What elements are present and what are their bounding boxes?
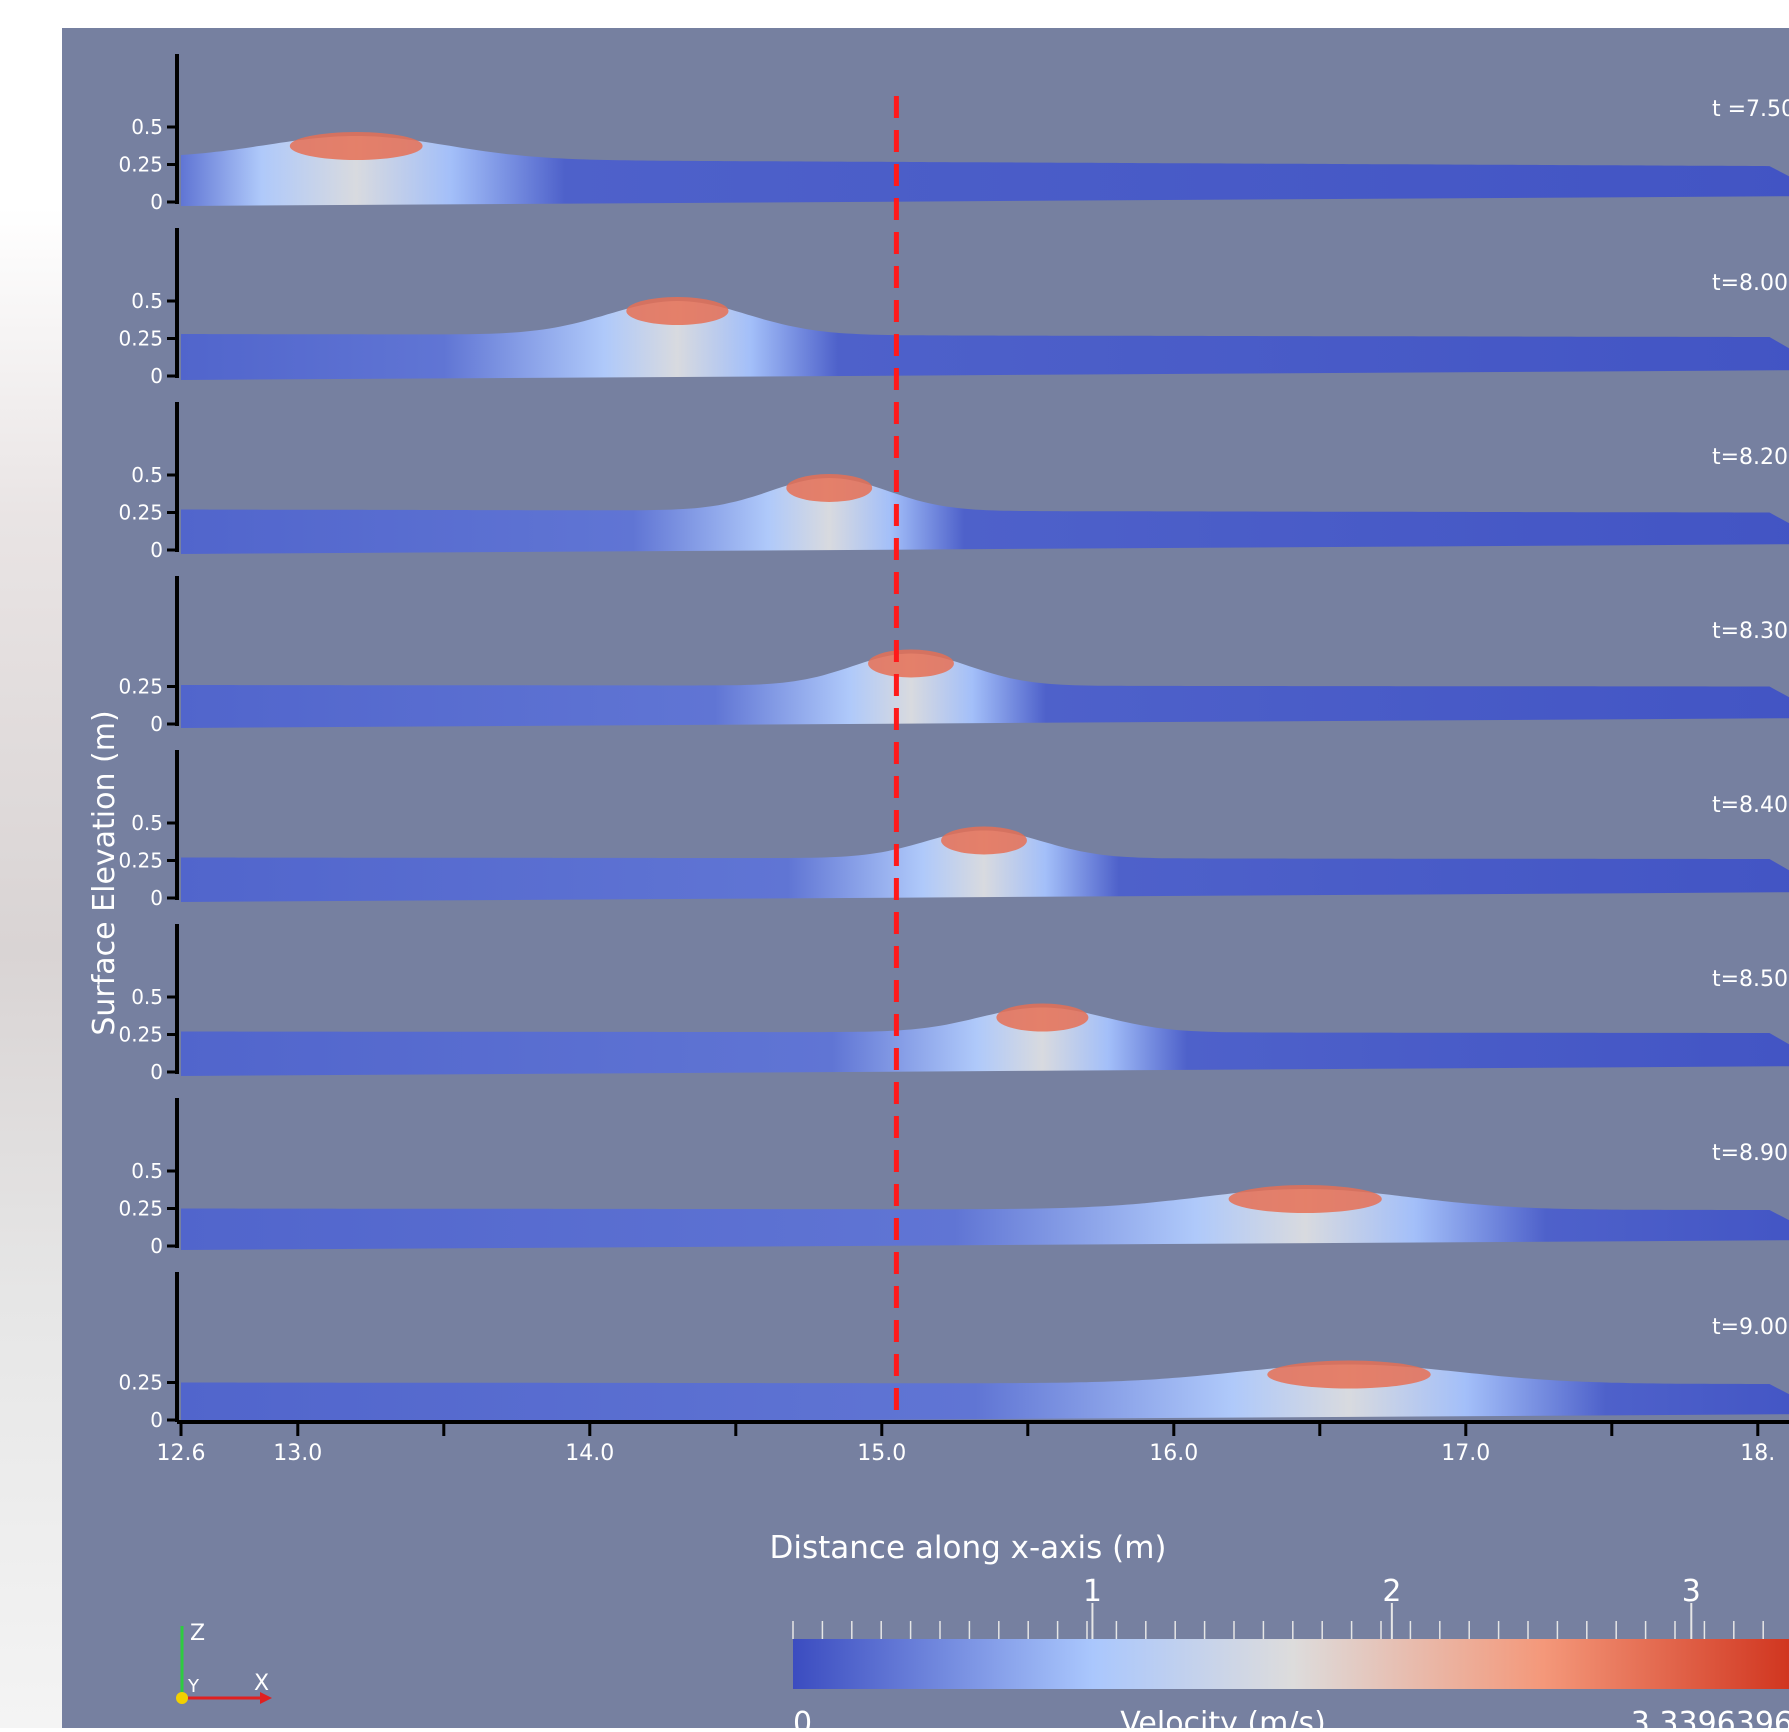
colorbar-max-label: 3.3396396 <box>1631 1706 1789 1728</box>
wave-body <box>181 653 1789 728</box>
wave-panel: 0.25 0 t=8.30 <box>118 576 1789 736</box>
background-left-strip <box>0 0 62 1728</box>
wave-crest <box>1228 1185 1382 1213</box>
x-tick-label: 13.0 <box>273 1441 322 1466</box>
wave-panels: 0.5 0.25 0 t =7.50 0.5 0.25 0 t=8.00 0.5 0.25 0 t=8… <box>118 54 1789 1432</box>
y-tick-label: 0.25 <box>118 327 163 351</box>
wave-panel: 0.25 0 t=9.00 <box>118 1272 1789 1432</box>
colorbar-title: Velocity (m/s) <box>1120 1706 1326 1728</box>
y-tick-label: 0.25 <box>118 1371 163 1395</box>
y-tick-label: 0 <box>150 538 163 562</box>
y-tick-label: 0 <box>150 886 163 910</box>
wave-body <box>181 1189 1789 1250</box>
x-axis: 12.6 13.0 14.0 15.0 16.0 17.0 18. <box>157 1420 1789 1466</box>
time-label: t=8.50 <box>1712 967 1788 992</box>
time-label: t=9.00 <box>1712 1315 1788 1340</box>
render-viewport[interactable]: 0.5 0.25 0 t =7.50 0.5 0.25 0 t=8.00 0.5 0.25 0 t=8… <box>62 28 1789 1732</box>
wave-panel: 0.5 0.25 0 t=8.40 <box>118 750 1789 910</box>
colorbar-tick-label: 2 <box>1382 1574 1401 1609</box>
wave-body <box>181 478 1789 554</box>
y-tick-label: 0.5 <box>131 289 163 313</box>
y-tick-label: 0 <box>150 190 163 214</box>
x-tick-label: 16.0 <box>1149 1441 1198 1466</box>
x-tick-label: 17.0 <box>1441 1441 1490 1466</box>
wave-body <box>181 1007 1789 1076</box>
colorbar: 1 2 3 0 Velocity (m/s) 3.3396396 <box>792 1574 1789 1732</box>
wave-crest <box>786 474 873 502</box>
colorbar-tick-label: 3 <box>1682 1574 1701 1609</box>
x-label: X <box>254 1671 269 1696</box>
time-label: t =7.50 <box>1712 97 1789 122</box>
x-tick-label: 14.0 <box>565 1441 614 1466</box>
time-label: t=8.00 <box>1712 271 1788 296</box>
y-tick-label: 0.25 <box>118 153 163 177</box>
wave-body <box>181 136 1789 206</box>
y-tick-label: 0.5 <box>131 811 163 835</box>
wave-panel: 0.5 0.25 0 t=8.00 <box>118 228 1789 388</box>
x-axis-label: Distance along x-axis (m) <box>769 1530 1166 1566</box>
wave-crest <box>996 1003 1089 1032</box>
wave-crest <box>289 132 423 160</box>
x-tick-label: 15.0 <box>857 1441 906 1466</box>
z-label: Z <box>190 1621 205 1646</box>
y-label: Y <box>187 1676 200 1697</box>
wave-panel: 0.5 0.25 0 t =7.50 <box>118 54 1789 214</box>
y-tick-label: 0.25 <box>118 1197 163 1221</box>
x-tick-label: 18. <box>1740 1441 1775 1466</box>
y-axis-label: Surface Elevation (m) <box>87 710 122 1035</box>
y-tick-label: 0.25 <box>118 849 163 873</box>
y-tick-label: 0 <box>150 364 163 388</box>
colorbar-tick-label: 1 <box>1083 1574 1102 1609</box>
time-label: t=8.90 <box>1712 1141 1788 1166</box>
x-arrow-glyph <box>260 1692 272 1704</box>
time-label: t=8.30 <box>1712 619 1788 644</box>
wave-panel: 0.5 0.25 0 t=8.90 <box>118 1098 1789 1258</box>
y-tick-label: 0.25 <box>118 675 163 699</box>
y-tick-label: 0.25 <box>118 501 163 525</box>
y-tick-label: 0 <box>150 1234 163 1258</box>
y-tick-label: 0.5 <box>131 115 163 139</box>
wave-panel: 0.5 0.25 0 t=8.20 <box>118 402 1789 562</box>
x-tick-label: 12.6 <box>157 1441 206 1466</box>
y-tick-label: 0.5 <box>131 463 163 487</box>
y-axis-glyph <box>176 1692 188 1704</box>
y-tick-label: 0.25 <box>118 1023 163 1047</box>
colorbar-gradient <box>793 1639 1789 1689</box>
y-tick-label: 0 <box>150 1060 163 1084</box>
wave-crest <box>868 649 954 678</box>
y-tick-label: 0 <box>150 1408 163 1432</box>
wave-body <box>181 1364 1789 1424</box>
time-label: t=8.20 <box>1712 445 1788 470</box>
colorbar-min-label: 0 <box>793 1706 812 1728</box>
y-tick-label: 0.5 <box>131 1159 163 1183</box>
wave-panel: 0.5 0.25 0 t=8.50 <box>118 924 1789 1084</box>
chart: 0.5 0.25 0 t =7.50 0.5 0.25 0 t=8.00 0.5 0.25 0 t=8… <box>87 54 1789 1732</box>
y-tick-label: 0 <box>150 712 163 736</box>
wave-crest <box>626 297 729 325</box>
wave-crest <box>1267 1360 1431 1389</box>
wave-body <box>181 830 1789 902</box>
time-label: t=8.40 <box>1712 793 1788 818</box>
y-tick-label: 0.5 <box>131 985 163 1009</box>
wave-crest <box>941 826 1027 855</box>
wave-body <box>181 301 1789 380</box>
orientation-axes: Z Y X <box>176 1621 272 1704</box>
